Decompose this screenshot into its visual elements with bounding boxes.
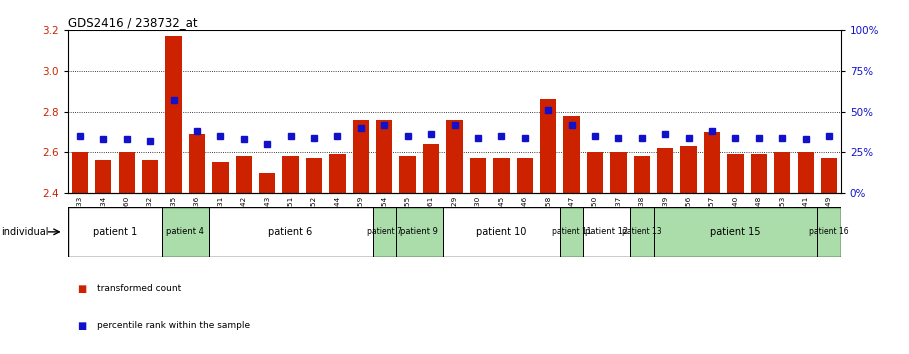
Bar [540, 99, 556, 193]
Bar [584, 207, 630, 257]
Text: ■: ■ [77, 321, 86, 331]
Bar [654, 207, 817, 257]
Bar [373, 207, 396, 257]
Bar [399, 156, 416, 193]
Bar [817, 207, 841, 257]
Bar [423, 144, 439, 193]
Bar [587, 152, 604, 193]
Text: patient 11: patient 11 [552, 227, 592, 236]
Text: transformed count: transformed count [97, 284, 182, 293]
Bar [72, 152, 88, 193]
Bar [821, 158, 837, 193]
Bar [162, 207, 209, 257]
Text: patient 10: patient 10 [476, 227, 526, 237]
Bar [235, 156, 252, 193]
Text: patient 4: patient 4 [166, 227, 205, 236]
Text: patient 12: patient 12 [585, 227, 628, 236]
Bar [681, 146, 697, 193]
Bar [189, 134, 205, 193]
Bar [165, 36, 182, 193]
Bar [493, 158, 510, 193]
Bar [797, 152, 814, 193]
Bar [560, 207, 584, 257]
Text: patient 1: patient 1 [93, 227, 137, 237]
Text: patient 6: patient 6 [268, 227, 313, 237]
Text: patient 15: patient 15 [710, 227, 761, 237]
Bar [142, 160, 158, 193]
Text: GDS2416 / 238732_at: GDS2416 / 238732_at [68, 16, 198, 29]
Text: individual: individual [1, 227, 48, 237]
Bar [68, 207, 162, 257]
Bar [443, 207, 560, 257]
Text: patient 7: patient 7 [367, 227, 402, 236]
Bar [657, 148, 674, 193]
Text: percentile rank within the sample: percentile rank within the sample [97, 321, 250, 330]
Bar [630, 207, 654, 257]
Text: ■: ■ [77, 284, 86, 293]
Bar [209, 207, 373, 257]
Bar [396, 207, 443, 257]
Bar [470, 158, 486, 193]
Bar [704, 132, 720, 193]
Bar [283, 156, 299, 193]
Bar [353, 120, 369, 193]
Bar [259, 172, 275, 193]
Bar [751, 154, 767, 193]
Bar [516, 158, 533, 193]
Bar [634, 156, 650, 193]
Text: patient 13: patient 13 [622, 227, 662, 236]
Text: patient 9: patient 9 [401, 227, 438, 236]
Bar [446, 120, 463, 193]
Bar [118, 152, 135, 193]
Bar [376, 120, 393, 193]
Bar [774, 152, 791, 193]
Text: patient 16: patient 16 [809, 227, 849, 236]
Bar [610, 152, 626, 193]
Bar [305, 158, 322, 193]
Bar [95, 160, 112, 193]
Bar [329, 154, 345, 193]
Bar [564, 116, 580, 193]
Bar [212, 162, 228, 193]
Bar [727, 154, 744, 193]
